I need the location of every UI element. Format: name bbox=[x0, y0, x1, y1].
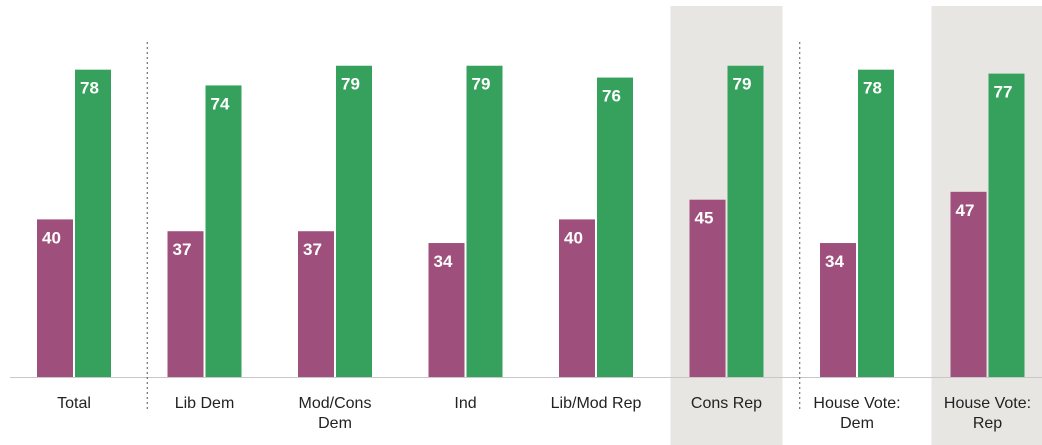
bar-s1-c2 bbox=[336, 65, 372, 378]
data-label-s0-c1: 37 bbox=[173, 240, 192, 259]
highlight-band-7 bbox=[931, 6, 1042, 445]
bar-s1-c7 bbox=[988, 73, 1025, 378]
data-label-s0-c0: 40 bbox=[42, 228, 61, 247]
data-label-s1-c7: 77 bbox=[994, 83, 1013, 102]
bar-s1-c5 bbox=[727, 65, 764, 378]
bar-s0-c4 bbox=[559, 219, 595, 377]
data-label-s1-c2: 79 bbox=[341, 75, 360, 94]
category-label-6: House Vote: Dem bbox=[813, 395, 900, 432]
bar-s0-c3 bbox=[428, 243, 465, 377]
category-label-7: House Vote: Rep bbox=[944, 395, 1031, 432]
bar-s1-c6 bbox=[858, 69, 894, 378]
data-label-s0-c4: 40 bbox=[564, 228, 583, 247]
category-label-2: Mod/Cons Dem bbox=[299, 395, 372, 432]
bar-s1-c1 bbox=[205, 85, 242, 377]
data-label-s1-c1: 74 bbox=[211, 94, 230, 113]
bar-s0-c0 bbox=[37, 219, 73, 377]
category-label-1: Lib Dem bbox=[175, 395, 235, 412]
bar-s0-c5 bbox=[689, 199, 726, 377]
data-label-s0-c7: 47 bbox=[956, 201, 975, 220]
bar-s1-c4 bbox=[597, 77, 633, 377]
bar-s1-c3 bbox=[466, 65, 503, 378]
bar-s0-c2 bbox=[298, 231, 334, 377]
data-label-s1-c5: 79 bbox=[733, 75, 752, 94]
bar-s1-c0 bbox=[75, 69, 111, 378]
data-label-s1-c4: 76 bbox=[602, 87, 621, 106]
data-label-s1-c0: 78 bbox=[80, 79, 99, 98]
bar-s0-c6 bbox=[820, 243, 856, 377]
category-label-5: Cons Rep bbox=[691, 395, 762, 412]
data-label-s0-c6: 34 bbox=[825, 252, 844, 271]
category-label-4: Lib/Mod Rep bbox=[551, 395, 642, 412]
data-label-s0-c5: 45 bbox=[695, 209, 714, 228]
data-label-s1-c6: 78 bbox=[863, 79, 882, 98]
highlight-band-5 bbox=[670, 6, 783, 445]
data-label-s1-c3: 79 bbox=[472, 75, 491, 94]
bar-s0-c7 bbox=[950, 191, 987, 377]
category-label-0: Total bbox=[57, 395, 91, 412]
category-label-3: Ind bbox=[454, 395, 476, 412]
bar-s0-c1 bbox=[167, 231, 204, 377]
data-label-s0-c3: 34 bbox=[434, 252, 453, 271]
data-label-s0-c2: 37 bbox=[303, 240, 322, 259]
